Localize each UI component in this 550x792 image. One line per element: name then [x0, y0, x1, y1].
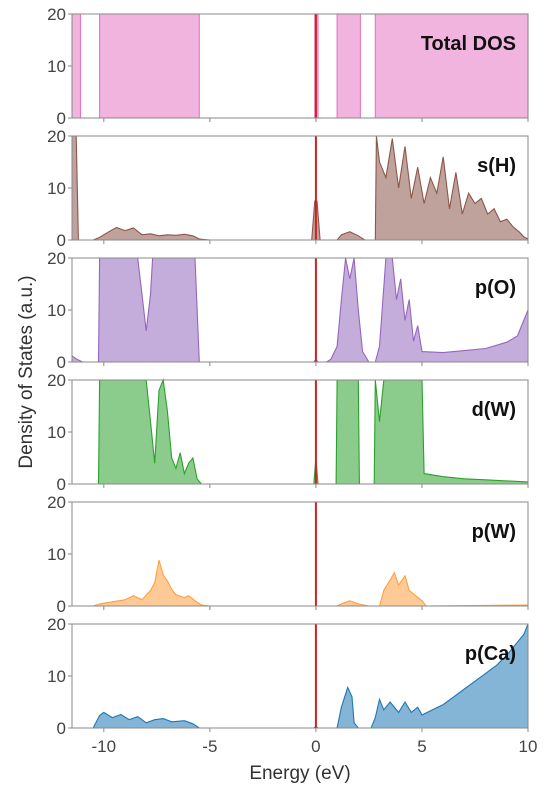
dos-line-p-ca [72, 623, 529, 729]
y-tick-label-d-w: 0 [57, 475, 66, 494]
y-tick-label-p-o: 20 [47, 249, 66, 268]
dos-area-d-w [72, 380, 528, 484]
panel-label-d-w: d(W) [472, 399, 516, 421]
y-tick-label-s-h: 10 [47, 179, 66, 198]
panel-frame-p-w [71, 501, 529, 607]
y-tick-label-p-w: 20 [47, 493, 66, 512]
dos-line-p-o [71, 257, 529, 363]
panel-label-total-dos: Total DOS [421, 33, 516, 55]
y-tick-label-total-dos: 10 [47, 57, 66, 76]
y-tick-label-total-dos: 20 [47, 5, 66, 24]
x-tick-label: -5 [202, 737, 217, 756]
y-tick-label-s-h: 0 [57, 231, 66, 250]
x-axis-label: Energy (eV) [249, 763, 350, 784]
dos-area-p-ca [72, 624, 528, 728]
dos-area-s-h [72, 136, 528, 240]
dos-area-total-dos [72, 14, 528, 118]
y-tick-label-d-w: 10 [47, 423, 66, 442]
y-tick-label-p-o: 0 [57, 353, 66, 372]
y-tick-label-p-ca: 10 [47, 667, 66, 686]
dos-line-p-w [72, 560, 529, 607]
x-tick-label: 10 [519, 737, 538, 756]
x-tick-label: 0 [311, 737, 320, 756]
y-tick-label-p-w: 10 [47, 545, 66, 564]
y-tick-label-d-w: 20 [47, 371, 66, 390]
panel-label-p-ca: p(Ca) [465, 643, 516, 665]
y-tick-label-p-ca: 0 [57, 719, 66, 738]
dos-area-p-o [72, 258, 528, 362]
y-tick-label-p-o: 10 [47, 301, 66, 320]
y-tick-label-total-dos: 0 [57, 109, 66, 128]
x-tick-label: -10 [92, 737, 117, 756]
x-tick-label: 5 [417, 737, 426, 756]
panel-label-s-h: s(H) [477, 155, 516, 177]
y-tick-label-p-ca: 20 [47, 615, 66, 634]
panel-label-p-o: p(O) [475, 277, 516, 299]
y-axis-label: Density of States (a.u.) [16, 275, 37, 468]
y-tick-label-p-w: 0 [57, 597, 66, 616]
panel-label-p-w: p(W) [472, 521, 516, 543]
y-tick-label-s-h: 20 [47, 127, 66, 146]
